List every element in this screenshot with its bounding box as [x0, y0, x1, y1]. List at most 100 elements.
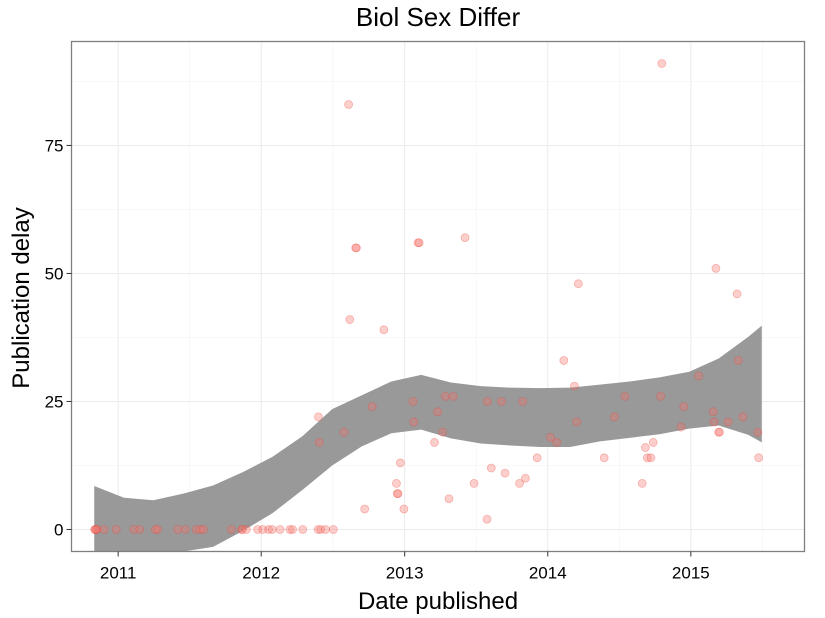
x-tick-label: 2011	[100, 564, 137, 583]
data-point	[264, 525, 274, 534]
data-point	[460, 233, 470, 243]
data-point	[227, 525, 236, 534]
data-point	[497, 397, 506, 406]
data-point	[285, 525, 295, 534]
data-point	[521, 473, 530, 483]
data-point	[546, 432, 555, 442]
y-tick-label: 25	[45, 392, 64, 411]
data-point	[433, 407, 443, 417]
data-point	[316, 525, 326, 534]
data-point	[573, 279, 583, 289]
plot-panel-background	[71, 41, 805, 552]
y-tick-label: 0	[54, 520, 63, 539]
data-point	[267, 525, 277, 534]
data-point	[679, 402, 689, 411]
data-point	[518, 397, 528, 406]
data-point	[640, 443, 650, 452]
data-point	[314, 412, 323, 422]
data-point	[723, 417, 733, 427]
data-point	[648, 438, 658, 447]
data-point	[345, 315, 355, 324]
data-point	[646, 453, 656, 463]
data-point	[414, 238, 424, 248]
data-point	[733, 356, 743, 365]
data-point	[379, 325, 389, 335]
data-point	[532, 453, 542, 463]
data-point	[599, 453, 609, 463]
x-tick-label: 2013	[386, 564, 424, 583]
x-tick-label: 2015	[672, 564, 710, 583]
x-tick-label: 2014	[529, 564, 567, 583]
data-point	[738, 412, 748, 422]
data-point	[314, 438, 324, 447]
x-tick-label: 2012	[242, 564, 280, 583]
data-point	[328, 525, 338, 534]
data-point	[199, 525, 208, 534]
data-point	[238, 525, 247, 534]
x-axis: 2011 2012 2013 2014 2015	[100, 551, 710, 583]
data-point	[91, 525, 101, 534]
data-point	[399, 504, 409, 514]
data-point	[482, 514, 492, 524]
data-point	[237, 525, 247, 534]
data-point	[313, 525, 323, 534]
data-point	[408, 397, 418, 406]
data-point	[196, 525, 205, 534]
y-axis: 0 25 50 75	[45, 136, 72, 539]
data-point	[711, 263, 721, 273]
y-axis-title: Publication delay	[8, 207, 35, 388]
data-point	[150, 525, 160, 534]
data-point	[469, 478, 479, 488]
data-point	[500, 468, 510, 478]
data-point	[642, 453, 652, 463]
data-point	[360, 504, 370, 514]
data-point	[111, 525, 121, 534]
data-point	[620, 391, 630, 401]
data-point	[708, 407, 718, 417]
data-point	[392, 478, 401, 488]
scatter-points	[90, 59, 764, 534]
y-tick-label: 50	[45, 264, 64, 283]
smooth-confidence-band	[94, 325, 762, 552]
data-point	[657, 59, 667, 68]
data-point	[637, 478, 647, 488]
data-point	[173, 525, 183, 534]
data-point	[298, 525, 308, 534]
data-point	[409, 417, 419, 427]
data-point	[129, 525, 139, 534]
gridlines	[71, 41, 805, 552]
data-point	[321, 525, 330, 534]
data-point	[191, 525, 201, 534]
data-point	[482, 397, 492, 406]
data-point	[99, 525, 109, 534]
data-point	[694, 371, 704, 381]
data-point	[351, 243, 361, 253]
data-point	[709, 417, 719, 427]
confidence-band	[94, 325, 762, 552]
chart-title: Biol Sex Differ	[356, 2, 521, 32]
data-point	[339, 427, 349, 437]
data-point	[559, 356, 569, 365]
data-point	[715, 427, 724, 437]
data-point	[448, 391, 458, 401]
data-point	[344, 100, 354, 109]
data-point	[253, 525, 263, 534]
data-point	[392, 489, 402, 499]
plot-panel-border	[70, 40, 806, 553]
data-point	[92, 525, 102, 534]
data-point	[444, 494, 454, 504]
data-point	[676, 422, 686, 432]
data-point	[441, 391, 450, 401]
data-point	[275, 525, 285, 534]
data-point	[732, 289, 742, 299]
data-point	[367, 402, 377, 411]
data-point	[395, 458, 405, 468]
data-point	[754, 453, 764, 463]
data-point	[430, 438, 439, 447]
data-point	[609, 412, 619, 422]
data-point	[570, 381, 579, 391]
data-point	[515, 478, 524, 488]
data-point	[258, 525, 268, 534]
data-point	[714, 427, 724, 437]
